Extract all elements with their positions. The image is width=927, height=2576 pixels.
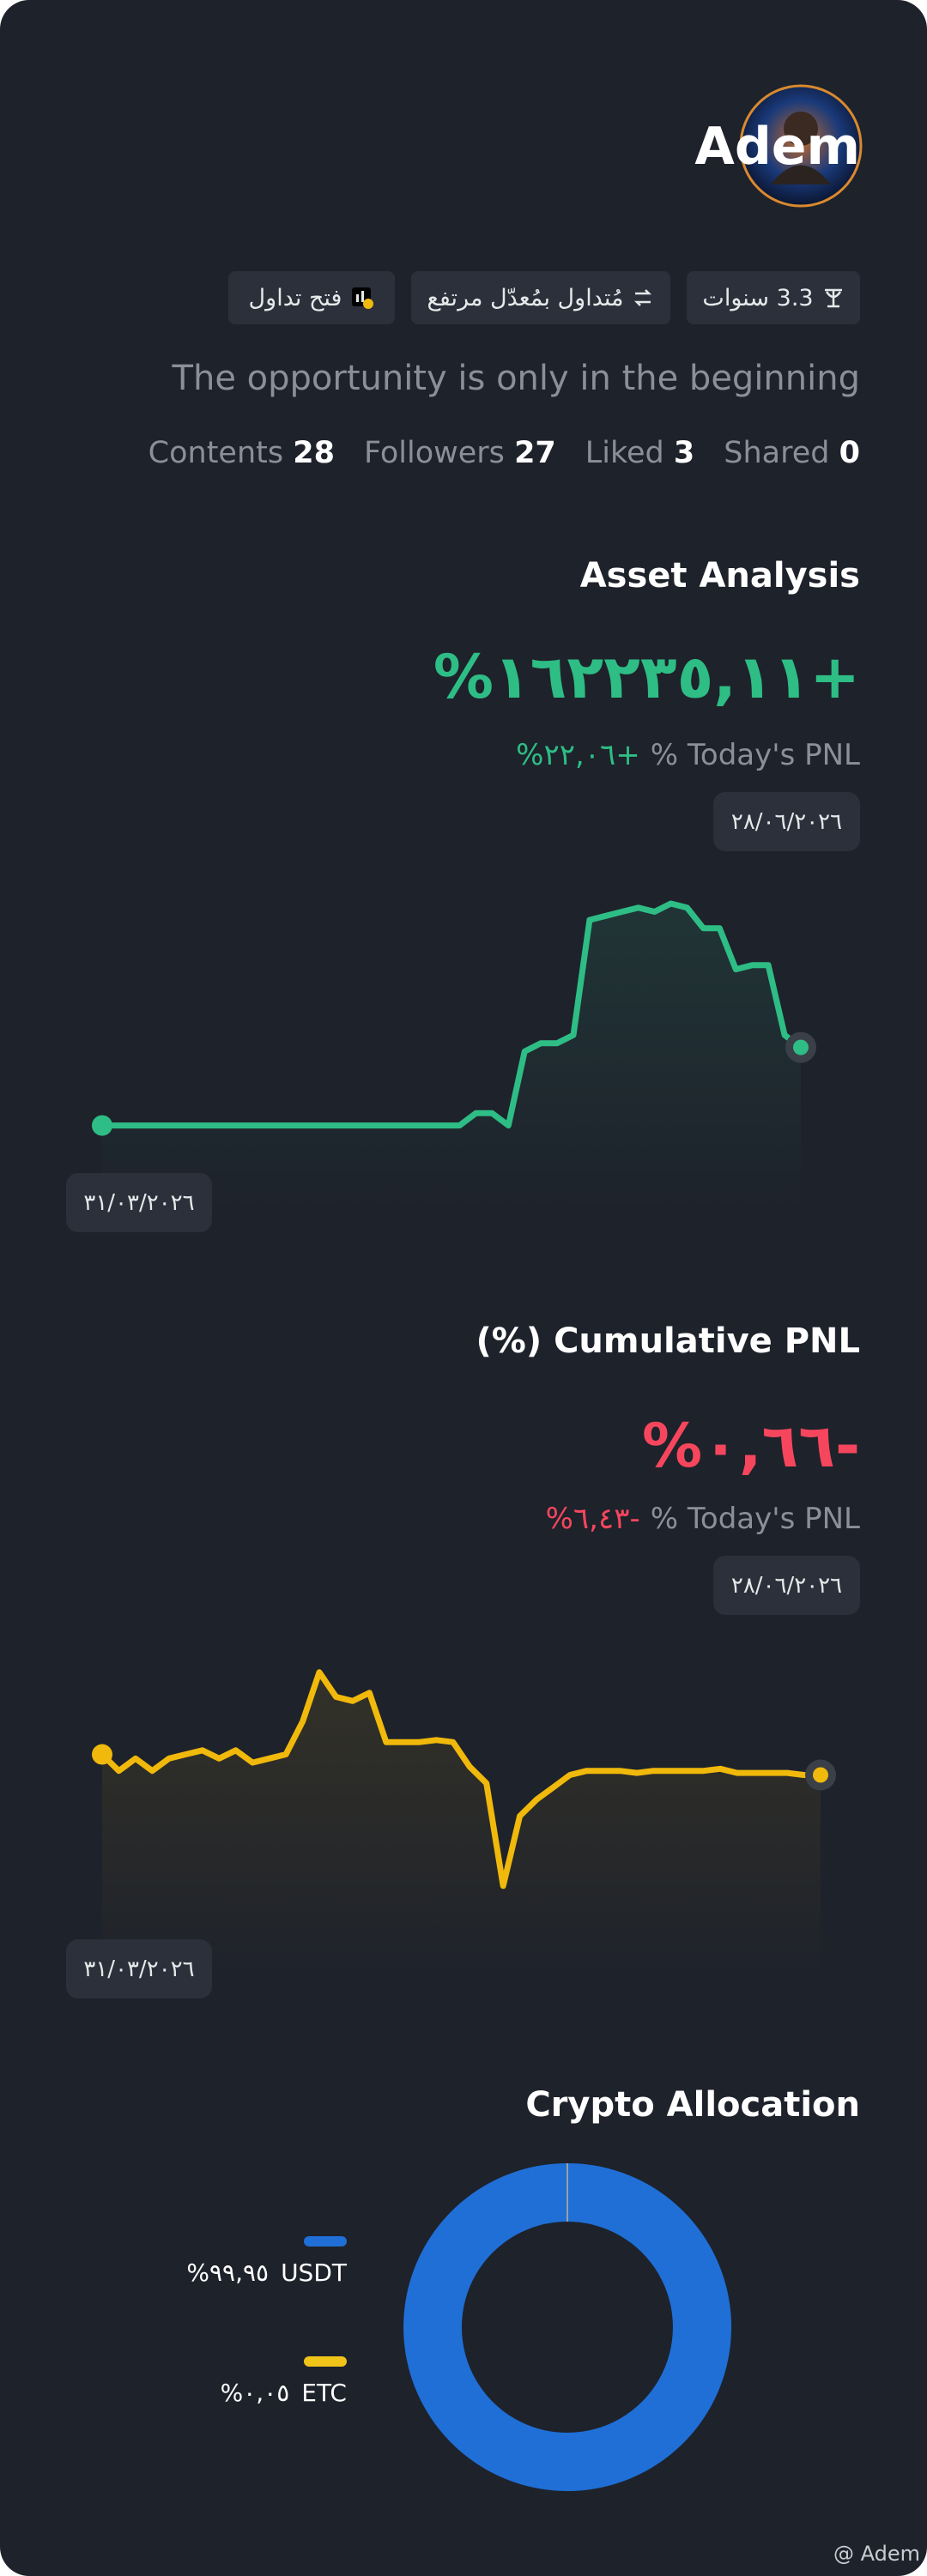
area — [102, 904, 801, 1216]
section-title: Crypto Allocation — [525, 2085, 860, 2125]
line — [102, 900, 803, 1129]
total-value: %٠,٦٦- — [642, 1411, 860, 1481]
today-label: % Today's PNL — [650, 738, 860, 772]
start-date: ٣١/٠٣/٢٠٢٦ — [66, 1939, 212, 1999]
line — [100, 1669, 821, 1890]
today-value: %٢٢,٠٦+ — [516, 738, 640, 772]
stat: Contents 28 — [148, 436, 335, 470]
section-title: Asset Analysis — [579, 556, 860, 596]
tag[interactable]: مُتداول بمُعدّل مرتفع — [411, 271, 670, 324]
section-title: (%) Cumulative PNL — [476, 1321, 861, 1361]
tag-text: 3.3 سنوات — [702, 284, 814, 311]
avatar-figure — [771, 165, 831, 184]
stat-label: Liked — [585, 436, 664, 470]
stat: Shared 0 — [724, 436, 860, 470]
today-value: %٦,٤٣- — [545, 1502, 640, 1536]
stat: Followers 27 — [364, 436, 556, 470]
end-dot-core — [813, 1767, 828, 1783]
legend-value: %٩٩,٩٥ — [186, 2259, 270, 2287]
stat: Liked 3 — [585, 436, 695, 470]
stat-value: 0 — [839, 436, 860, 470]
end-dot-core — [793, 1039, 809, 1055]
stats-row: Contents 28 Followers 27 Liked 3 Shared 0 — [148, 436, 860, 470]
start-dot — [92, 1115, 112, 1136]
stat-value: 3 — [673, 436, 695, 470]
stat-label: Followers — [363, 436, 505, 470]
legend-value: %٠,٠٥ — [220, 2379, 290, 2407]
tag-text: فتح تداول — [248, 284, 342, 311]
tag-icon — [824, 288, 842, 308]
user-name: Adem — [694, 117, 860, 177]
legend-swatch — [304, 2236, 347, 2246]
donut-slice — [403, 2163, 732, 2491]
tag[interactable]: 3.3 سنوات — [687, 271, 860, 324]
today-pnl: %٦,٤٣- % Today's PNL — [546, 1502, 860, 1536]
today-pnl: %٢٢,٠٦+ % Today's PNL — [516, 738, 860, 772]
watermark: @ Adem — [833, 2542, 920, 2566]
legend-item: %٠,٠٥ ETC — [221, 2379, 347, 2407]
stat-value: 28 — [293, 436, 335, 470]
legend-name: USDT — [281, 2259, 347, 2287]
end-date: ٢٨/٠٦/٢٠٢٦ — [713, 1556, 860, 1615]
total-value: %١٦٢٢٣٥,١١+ — [433, 642, 860, 712]
area — [102, 1672, 821, 1980]
start-dot — [92, 1744, 112, 1765]
tag-icon — [634, 289, 652, 306]
stat-value: 27 — [514, 436, 556, 470]
stat-label: Shared — [724, 436, 830, 470]
stat-label: Contents — [148, 436, 284, 470]
today-label: % Today's PNL — [650, 1502, 860, 1536]
avatar-figure — [784, 112, 818, 146]
tag-text: مُتداول بمُعدّل مرتفع — [427, 284, 624, 311]
legend-swatch — [304, 2356, 347, 2367]
tag[interactable]: فتح تداول — [228, 271, 395, 324]
tag-icon — [352, 287, 374, 309]
start-date: ٣١/٠٣/٢٠٢٦ — [66, 1173, 212, 1232]
legend-name: ETC — [301, 2379, 347, 2407]
end-date: ٢٨/٠٦/٢٠٢٦ — [713, 792, 860, 851]
bio: The opportunity is only in the beginning — [172, 359, 860, 398]
legend-item: %٩٩,٩٥ USDT — [186, 2259, 347, 2287]
